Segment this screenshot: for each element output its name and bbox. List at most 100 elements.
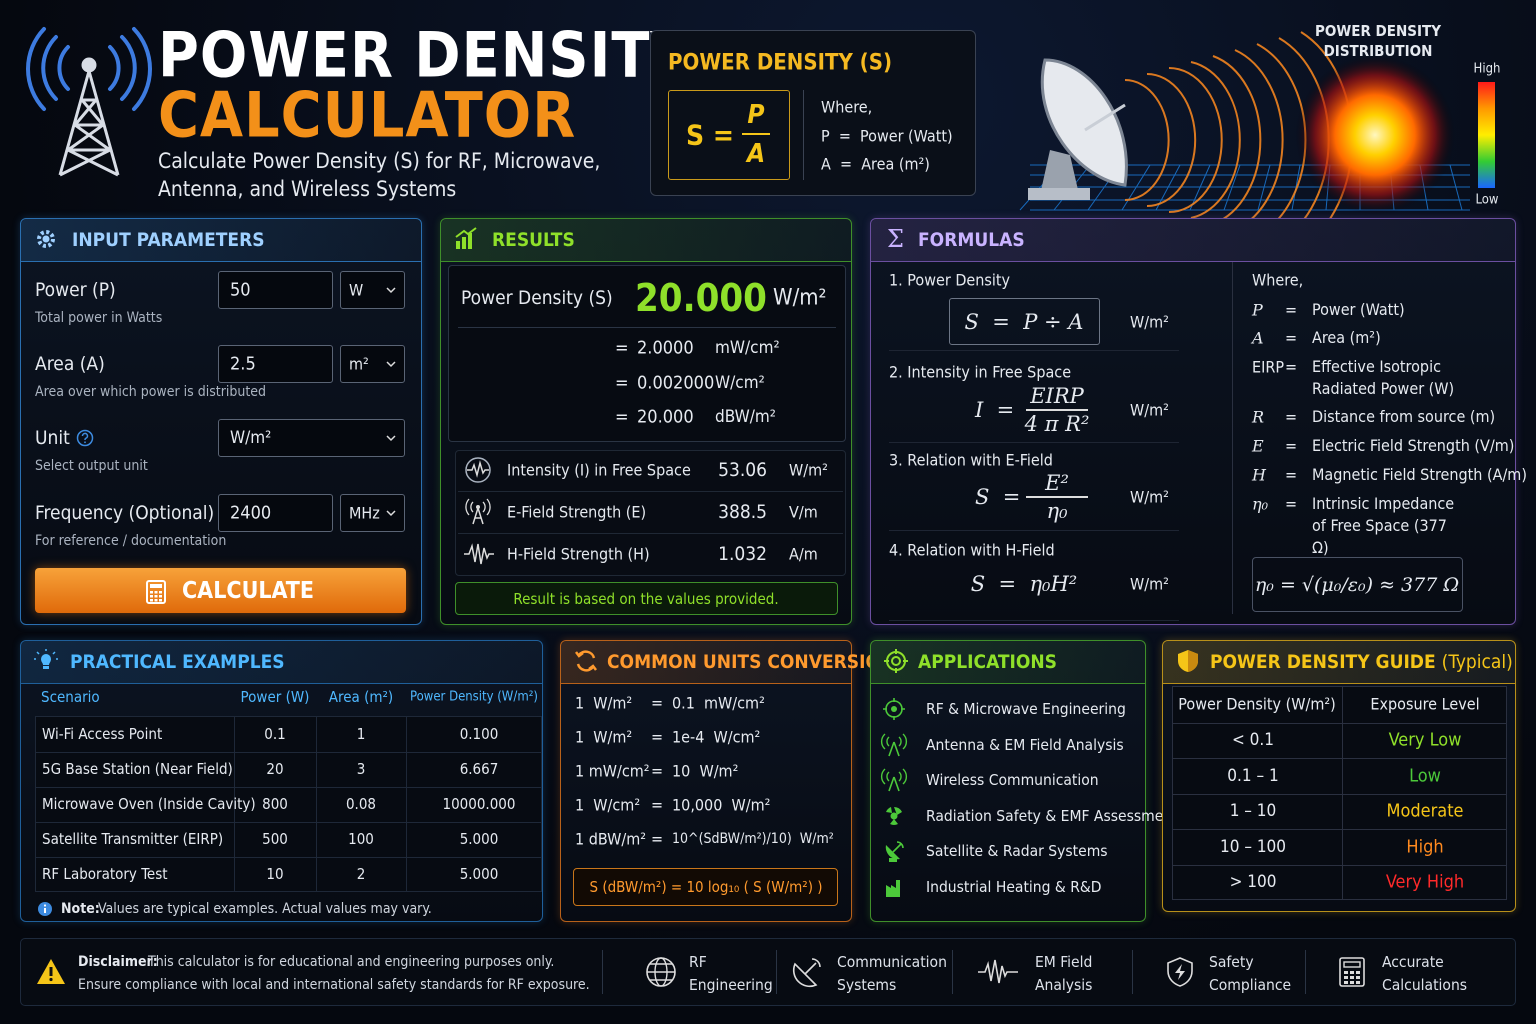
application-item: Antenna & EM Field Analysis (926, 735, 1124, 754)
equals: = (615, 406, 629, 428)
button-label[interactable]: CALCULATE (182, 578, 315, 604)
formula-lhs: S = (975, 485, 1021, 509)
definition-symbol: H (1252, 465, 1266, 485)
panel-header (21, 641, 542, 684)
conversion-unit: W/cm² (715, 372, 765, 393)
result-value: 20.000 (635, 276, 767, 320)
column-header: Exposure Level (1370, 694, 1480, 714)
definition-symbol: E (1252, 436, 1264, 456)
chevron (386, 361, 396, 368)
text-input[interactable] (218, 271, 333, 309)
equals: = (651, 761, 664, 781)
result-note: Result is based on the values provided. (513, 590, 779, 608)
derived-icon (464, 543, 494, 565)
conversion-value: 0.002000 (637, 372, 715, 393)
antenna-graphic (1019, 31, 1470, 249)
derived-label: H-Field Strength (H) (507, 544, 650, 564)
derived-value: 388.5 (718, 501, 767, 523)
table-cell: Satellite Transmitter (EIRP) (42, 830, 224, 848)
formula-unit: W/m² (1130, 487, 1169, 507)
conversion-value: 20.000 (637, 406, 694, 428)
conversion-to: 0.1 mW/cm² (672, 693, 765, 713)
chevron (386, 287, 396, 294)
chevron (386, 510, 396, 517)
formula-unit: W/m² (1130, 574, 1169, 594)
definition-symbol: EIRP (1252, 357, 1285, 377)
panel-title: POWER DENSITY GUIDE (1210, 651, 1436, 673)
application-item: RF & Microwave Engineering (926, 700, 1126, 718)
unit-select[interactable] (340, 345, 405, 383)
equals: = (651, 795, 664, 815)
application-icon (880, 768, 908, 792)
feature-icon (792, 958, 821, 988)
formula-unit: W/m² (1130, 400, 1169, 420)
conversion-from: 1 W/m² (575, 693, 633, 713)
formula-frame (668, 90, 790, 180)
conversion-unit: mW/cm² (715, 338, 780, 358)
panel-title: INPUT PARAMETERS (72, 229, 265, 251)
calculator-icon (146, 580, 166, 604)
table-cell: Microwave Oven (Inside Cavity) (42, 795, 256, 813)
where-label: Where, (1252, 270, 1304, 290)
text-input[interactable] (218, 345, 333, 383)
application-icon (883, 698, 905, 720)
column-header: Power Density (W/m²) (1178, 694, 1336, 714)
panel-icon (37, 230, 55, 248)
formula-card (650, 30, 976, 196)
unit-select[interactable] (340, 494, 405, 532)
feature-label: Systems (837, 976, 897, 994)
footer-divider (1132, 950, 1133, 994)
input-value: 2400 (230, 502, 272, 524)
application-icon (886, 879, 900, 897)
derived-value: 1.032 (718, 543, 767, 565)
derived-unit: A/m (789, 544, 818, 564)
definition-symbol: A (1252, 328, 1264, 348)
field-hint: Area over which power is distributed (35, 384, 267, 400)
panel-icon (1178, 650, 1198, 672)
applications-panel (870, 640, 1146, 922)
definition-text: Power (Watt) (1312, 300, 1405, 319)
equals: = (651, 727, 664, 747)
column-header: Power (W) (240, 688, 310, 706)
conversion-to: 1e-4 W/cm² (672, 727, 761, 747)
text-input[interactable] (218, 494, 333, 532)
legend-low: Low (1475, 192, 1499, 208)
divider (458, 533, 843, 534)
row-rule (1172, 793, 1507, 795)
row-rule (1172, 722, 1507, 724)
table-cell: 0.1 (264, 725, 286, 743)
derived-icon (465, 498, 491, 525)
row-rule (1172, 758, 1507, 759)
derived-value: 53.06 (718, 459, 767, 481)
column-header: Area (m²) (328, 688, 394, 706)
input-value: 50 (230, 279, 251, 301)
formula-unit: W/m² (1130, 312, 1169, 332)
derived-unit: V/m (789, 502, 818, 522)
card-title: POWER DENSITY (S) (668, 50, 893, 76)
column-rule (316, 716, 317, 892)
equals: = (1285, 328, 1298, 348)
field-hint: For reference / documentation (35, 533, 227, 549)
unit-select[interactable] (340, 271, 405, 309)
derived-label: Intensity (I) in Free Space (507, 460, 691, 480)
panel-icon (455, 227, 477, 249)
table-cell: 10000.000 (442, 795, 516, 813)
unit-value: m² (349, 354, 369, 374)
derived-box (455, 450, 846, 576)
calculate-button[interactable] (35, 568, 406, 613)
divider (889, 350, 1179, 351)
application-item: Radiation Safety & EMF Assessment (926, 806, 1178, 825)
disclaimer-text: This calculator is for educational and e… (148, 954, 555, 970)
formula-title: 4. Relation with H-Field (889, 540, 1055, 560)
input-value: 2.5 (230, 353, 256, 375)
application-icon (885, 841, 904, 862)
unit-select[interactable] (218, 419, 405, 457)
feature-label: RF (689, 953, 707, 971)
conversion-to: 10^(SdBW/m²)/10) W/m² (672, 831, 834, 847)
divider (1232, 262, 1233, 614)
panel-icon (884, 649, 908, 673)
table-cell: 2 (356, 865, 366, 883)
range-cell: 0.1 – 1 (1227, 765, 1279, 786)
panel-header (21, 219, 421, 262)
